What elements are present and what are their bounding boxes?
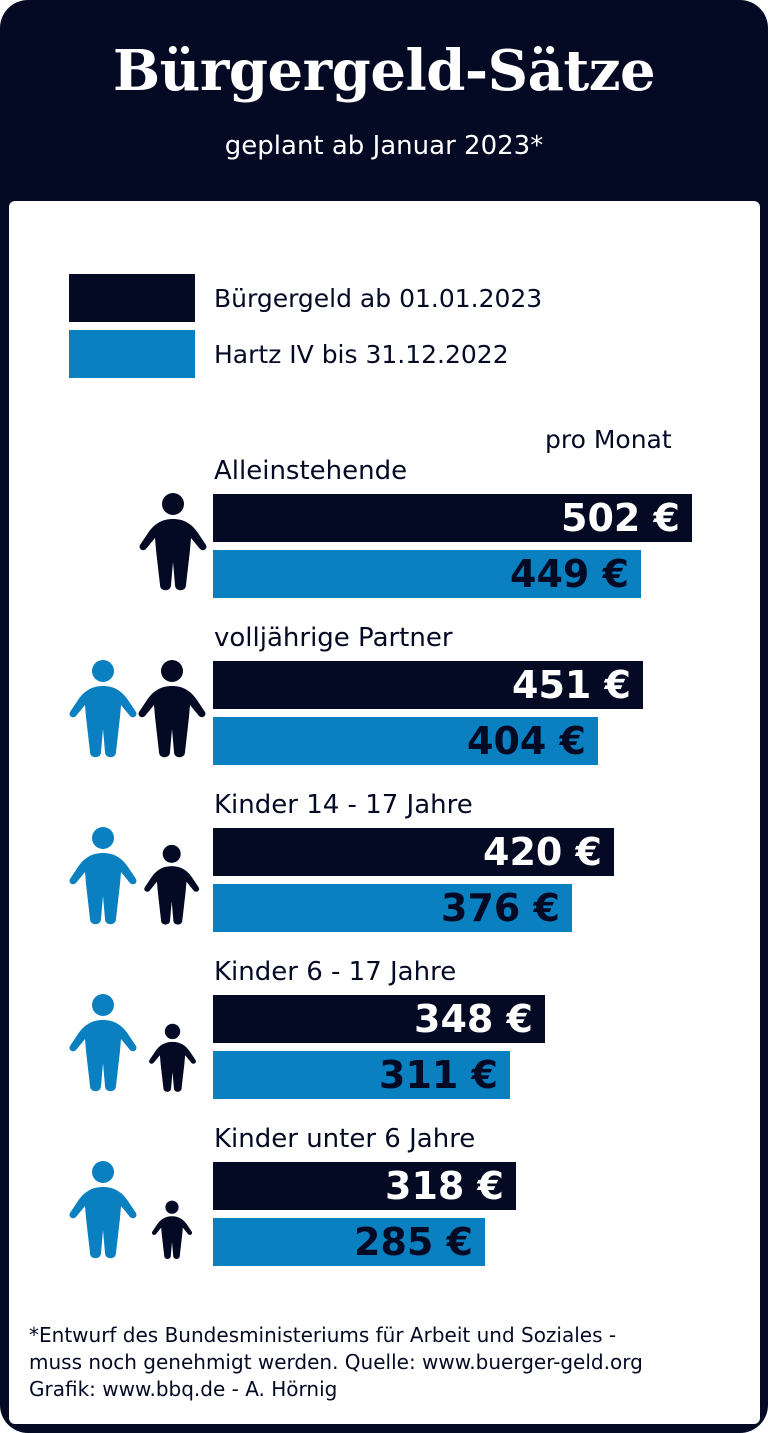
category-label: Alleinstehende [214, 456, 408, 486]
adult-person-icon [138, 660, 206, 758]
category-label: Kinder unter 6 Jahre [214, 1124, 476, 1154]
bar-value-label: 376 € [441, 886, 560, 930]
legend-label-buergergeld: Bürgergeld ab 01.01.2023 [214, 284, 543, 313]
bar-buergergeld: 318 € [213, 1162, 516, 1210]
bar-value-label: 348 € [414, 997, 533, 1041]
adult-person-icon [69, 1161, 137, 1259]
legend-label-hartz-iv: Hartz IV bis 31.12.2022 [214, 340, 509, 369]
footnote-line: Grafik: www.bbq.de - A. Hörnig [29, 1377, 338, 1401]
adult-person-icon [69, 994, 137, 1092]
bar-value-label: 451 € [512, 663, 631, 707]
footnote-line: muss noch genehmigt werden. Quelle: www.… [29, 1350, 643, 1374]
page-subtitle: geplant ab Januar 2023* [224, 131, 544, 161]
legend-swatch-buergergeld [69, 274, 195, 322]
child-person-icon [148, 1023, 196, 1092]
bar-buergergeld: 451 € [213, 661, 643, 709]
bar-value-label: 420 € [483, 830, 602, 874]
bar-value-label: 502 € [561, 496, 680, 540]
bar-hartz-iv: 311 € [213, 1051, 510, 1099]
adult-person-icon [139, 493, 207, 591]
bar-value-label: 311 € [379, 1053, 498, 1097]
page-title: Bürgergeld-Sätze [112, 38, 656, 104]
category-label: Kinder 6 - 17 Jahre [214, 957, 457, 987]
unit-label: pro Monat [545, 425, 672, 454]
footnote-line: *Entwurf des Bundesministeriums für Arbe… [29, 1323, 617, 1347]
bar-value-label: 404 € [467, 719, 586, 763]
bar-value-label: 285 € [354, 1220, 473, 1264]
bar-hartz-iv: 449 € [213, 550, 641, 598]
bar-value-label: 318 € [385, 1164, 504, 1208]
footnote: *Entwurf des Bundesministeriums für Arbe… [29, 1322, 643, 1403]
adult-person-icon [69, 660, 137, 758]
bar-buergergeld: 420 € [213, 828, 614, 876]
adult-person-icon [69, 827, 137, 925]
teen-person-icon [144, 844, 200, 925]
bar-hartz-iv: 404 € [213, 717, 598, 765]
small-child-person-icon [151, 1200, 193, 1259]
category-label: Kinder 14 - 17 Jahre [214, 790, 473, 820]
bar-buergergeld: 348 € [213, 995, 545, 1043]
bar-value-label: 449 € [510, 552, 629, 596]
legend-swatch-hartz-iv [69, 330, 195, 378]
bar-hartz-iv: 285 € [213, 1218, 485, 1266]
category-label: volljährige Partner [214, 623, 453, 653]
bar-hartz-iv: 376 € [213, 884, 572, 932]
bar-buergergeld: 502 € [213, 494, 692, 542]
